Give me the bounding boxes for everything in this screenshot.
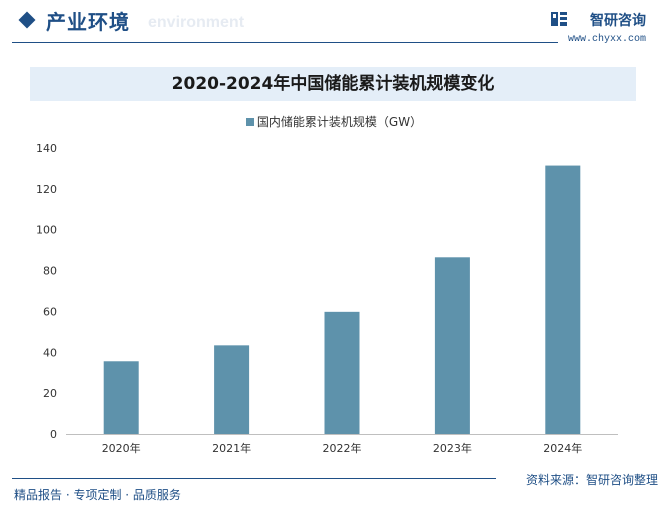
y-tick-label: 20 [43,387,57,400]
bar [214,345,250,434]
x-tick-label: 2023年 [433,441,472,455]
y-tick-label: 60 [43,305,57,318]
y-tick-label: 80 [43,265,57,278]
bars [103,165,581,434]
y-tick-label: 40 [43,346,57,359]
chart-legend: 国内储能累计装机规模（GW） [0,113,668,130]
y-tick-label: 0 [50,428,57,441]
y-tick-label: 100 [36,224,57,237]
section-title: 产业环境 [46,10,130,34]
bar [434,257,470,434]
bar [324,311,360,434]
x-tick-label: 2020年 [102,441,141,455]
chart-title: 2020-2024年中国储能累计装机规模变化 [171,74,495,94]
footer-services: 精品报告 · 专项定制 · 品质服务 [14,488,181,502]
x-tick-label: 2022年 [323,441,362,455]
legend-swatch [245,117,254,126]
footer-source: 资料来源：智研咨询整理 [525,473,658,487]
header-divider [12,42,558,43]
brand-logo-icon [551,12,567,26]
bar [103,361,139,434]
brand-url: www.chyxx.com [567,34,646,45]
page-header: 产业环境 environment 智研咨询 www.chyxx.com [0,0,668,52]
brand: 智研咨询 [546,10,646,29]
x-axis: 2020年 2021年 2022年 2023年 2024年 [102,441,583,455]
y-axis: 0 20 40 60 80 100 120 140 [36,142,57,441]
brand-name: 智研咨询 [590,13,646,29]
footer-divider [12,478,496,479]
y-tick-label: 120 [36,183,57,196]
chart-title-band: 2020-2024年中国储能累计装机规模变化 [30,67,636,101]
x-tick-label: 2021年 [212,441,251,455]
y-tick-label: 140 [36,142,57,155]
section-title-english: environment [148,14,245,31]
x-tick-label: 2024年 [543,441,582,455]
legend-label: 国内储能累计装机规模（GW） [256,115,423,129]
bar [545,165,581,434]
